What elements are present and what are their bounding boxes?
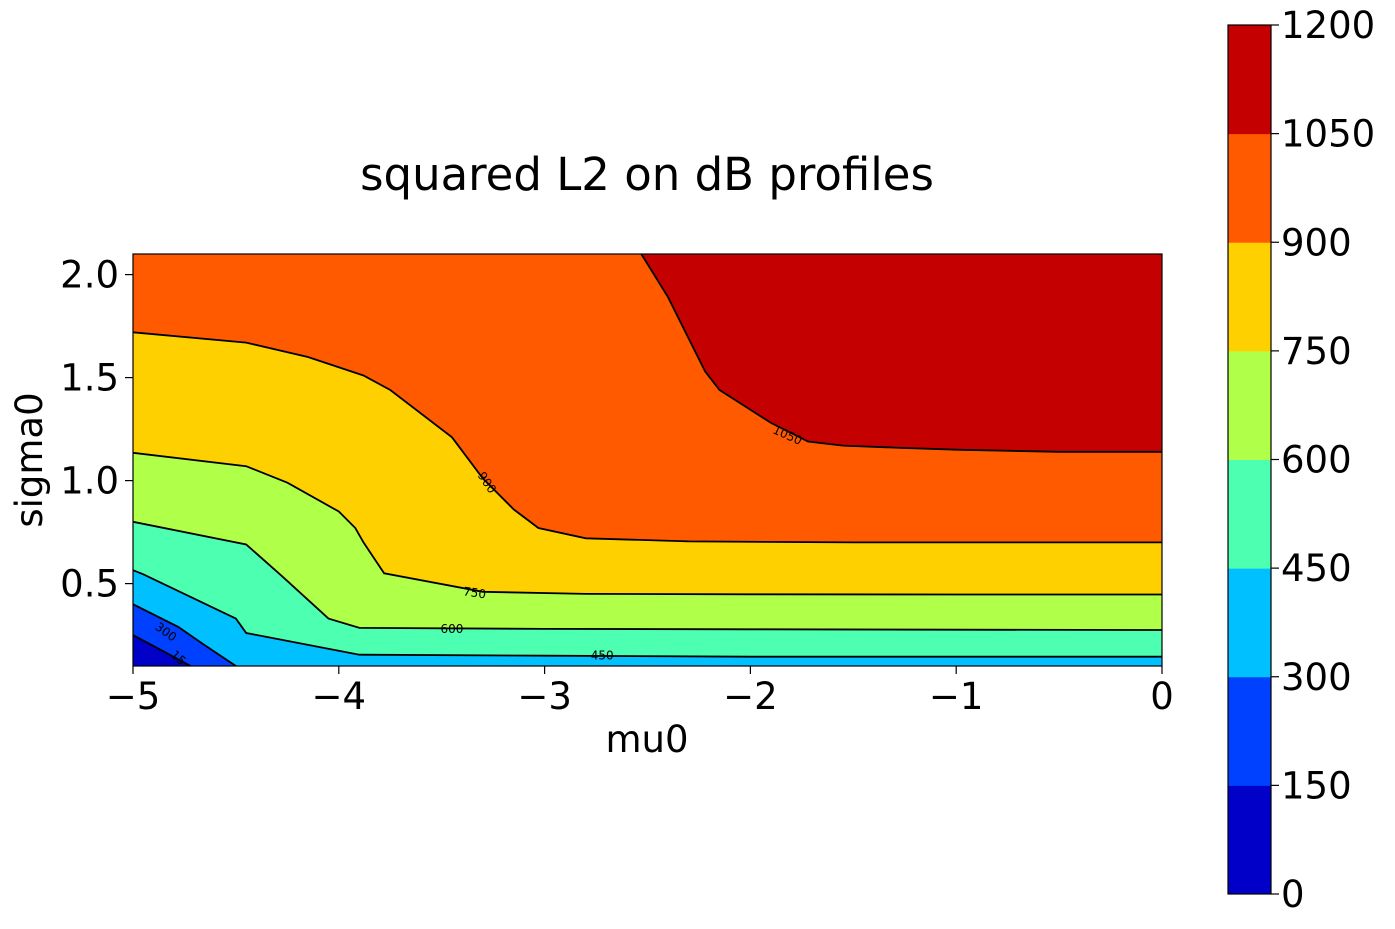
- colorbar-tick-label: 150: [1281, 764, 1352, 807]
- plot-frame: [132, 253, 1163, 667]
- contour-line-300: [133, 603, 237, 666]
- x-tick-label: −1: [929, 675, 984, 718]
- colorbar-tick-label: 900: [1281, 221, 1352, 264]
- x-tick-label: −3: [517, 675, 572, 718]
- contour-line-150: [133, 634, 192, 666]
- plot-area: [133, 254, 1162, 666]
- contour-label-600: 600: [441, 622, 464, 636]
- contour-line-750: [133, 451, 1162, 596]
- colorbar: 0 150 300 450 600 750 900 1050 1200: [1227, 4, 1375, 916]
- x-tick-label: −2: [723, 675, 778, 718]
- contour-label-750: 750: [462, 584, 487, 601]
- band-1050-1200: [641, 254, 1162, 452]
- chart-title: squared L2 on dB profiles: [360, 148, 934, 201]
- colorbar-tick-label: 1050: [1281, 113, 1375, 156]
- colorbar-segment-600: [1228, 350, 1271, 460]
- colorbar-tick-label: 0: [1281, 873, 1305, 916]
- colorbar-tick-label: 450: [1281, 547, 1352, 590]
- contour-line-450: [133, 569, 1162, 658]
- y-tick-label: 2.0: [60, 254, 119, 297]
- colorbar-segment-450: [1228, 459, 1271, 569]
- y-axis: 0.5 1.0 1.5 2.0: [60, 254, 133, 606]
- colorbar-tick-label: 750: [1281, 330, 1352, 373]
- contour-line-1050: [640, 254, 1162, 453]
- colorbar-segment-150: [1228, 676, 1271, 786]
- x-axis: −5 −4 −3 −2 −1 0: [106, 666, 1174, 718]
- colorbar-segment-900: [1228, 133, 1271, 243]
- y-tick-label: 0.5: [60, 563, 119, 606]
- colorbar-segment-1050: [1228, 25, 1271, 135]
- x-tick-label: 0: [1150, 675, 1174, 718]
- colorbar-tick-label: 300: [1281, 656, 1352, 699]
- contour-label-450: 450: [591, 649, 614, 663]
- contour-line-600: [133, 520, 1162, 631]
- x-axis-label: mu0: [605, 718, 688, 761]
- contour-line-900: [133, 331, 1162, 544]
- y-tick-label: 1.0: [60, 460, 119, 503]
- y-tick-label: 1.5: [60, 357, 119, 400]
- contour-fills: [133, 254, 1162, 666]
- x-tick-label: −5: [106, 675, 161, 718]
- colorbar-segment-750: [1228, 242, 1271, 352]
- x-tick-label: −4: [312, 675, 367, 718]
- colorbar-segment-300: [1228, 568, 1271, 678]
- colorbar-tick-label: 1200: [1281, 4, 1375, 47]
- y-axis-label: sigma0: [8, 392, 51, 527]
- contour-lines: [133, 254, 1162, 666]
- colorbar-tick-label: 600: [1281, 439, 1352, 482]
- colorbar-segment-0: [1228, 785, 1271, 895]
